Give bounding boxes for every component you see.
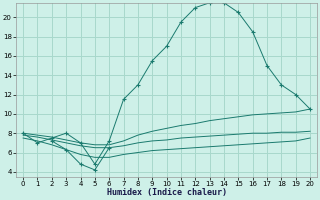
X-axis label: Humidex (Indice chaleur): Humidex (Indice chaleur) — [107, 188, 227, 197]
